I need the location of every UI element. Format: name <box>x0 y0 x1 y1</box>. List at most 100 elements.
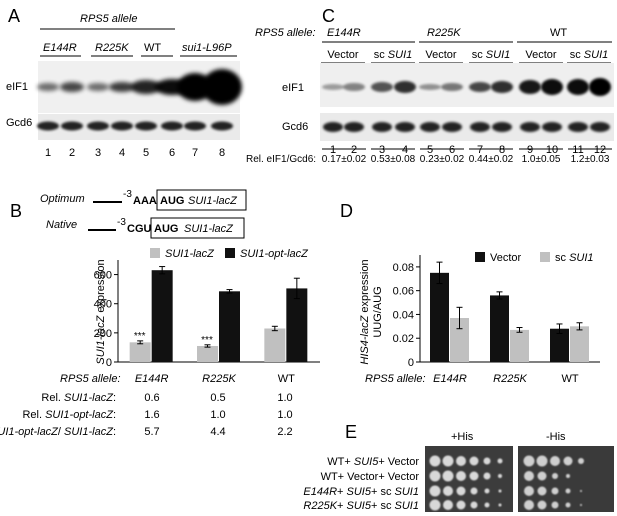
colony-spot <box>523 455 535 467</box>
blot-band <box>567 79 589 95</box>
y-tick-label: 0 <box>408 357 414 369</box>
colony-spot <box>456 486 466 496</box>
colony-spot <box>442 455 454 467</box>
construct-native-box <box>150 217 245 239</box>
panel-c-group-wt: WT <box>550 27 567 39</box>
strain-label: E144R+ SUI5+ sc SUI1 <box>303 486 419 498</box>
panel-c-blot-gcd6 <box>320 113 614 141</box>
panel-a-group-label: RPS5 allele <box>80 13 137 25</box>
bar-Vector <box>490 295 509 362</box>
strain-label: WT+ SUI5+ Vector <box>327 456 419 468</box>
blot-band <box>492 122 512 132</box>
panel-c-row-eif1: eIF1 <box>282 82 304 94</box>
table-cell: 1.6 <box>144 409 159 421</box>
condition-label: Vector <box>425 49 457 61</box>
panel-b-letter: B <box>10 201 22 221</box>
panel-e-col-minus-his: -His <box>546 431 566 443</box>
construct-native-superscript: -3 <box>117 217 126 228</box>
blot-band <box>87 121 109 131</box>
bar-SUI1-opt-lacZ <box>219 291 240 362</box>
blot-band <box>541 79 563 95</box>
colony-spot <box>484 502 490 508</box>
blot-band <box>60 82 84 92</box>
blot-band <box>469 82 491 92</box>
bar-SUI1-lacZ <box>129 342 151 362</box>
panel-e-letter: E <box>345 422 357 442</box>
table-cell: 2.2 <box>277 426 292 438</box>
blot-band <box>322 84 344 90</box>
colony-spot <box>565 488 571 494</box>
condition-label: sc SUI1 <box>570 49 609 61</box>
panel-a-bands <box>37 69 242 131</box>
blot-band <box>441 83 463 91</box>
blot-band <box>344 122 364 132</box>
bar-SUI1-lacZ <box>197 345 218 362</box>
y-tick-label: 0.08 <box>393 262 414 274</box>
table-cell: 4.4 <box>210 426 225 438</box>
colony-spot <box>456 471 466 481</box>
lane-number: 5 <box>143 147 149 159</box>
lane-number: 3 <box>379 144 385 156</box>
panel-c-bands <box>322 78 611 132</box>
blot-band <box>111 121 133 131</box>
lane-number: 6 <box>449 144 455 156</box>
table-cell: 0.5 <box>210 392 225 404</box>
colony-spot <box>551 501 559 509</box>
y-tick-label: 0.06 <box>393 286 414 298</box>
strain-label: WT+ Vector+ Vector <box>321 471 420 483</box>
blot-band <box>491 81 513 93</box>
lane-number: 2 <box>69 147 75 159</box>
category-label: R225K <box>493 373 527 385</box>
table-row-label: Rel. SUI1-lacZ: <box>41 392 116 404</box>
panel-c: C RPS5 allele: E144R R225K WT Vector sc S… <box>246 6 614 165</box>
bar-SUI1-opt-lacZ <box>151 270 173 362</box>
colony-spot <box>524 486 534 496</box>
y-tick-label: 400 <box>94 299 112 311</box>
panel-a-row-eif1: eIF1 <box>6 81 28 93</box>
blot-band <box>211 121 233 131</box>
table-cell: 1.0 <box>277 392 292 404</box>
blot-band <box>131 80 161 94</box>
colony-spot <box>563 456 573 466</box>
table-cell: 0.6 <box>144 392 159 404</box>
colony-spot <box>552 473 558 479</box>
blot-band <box>395 122 415 132</box>
construct-native-reporter: SUI1-lacZ <box>184 223 234 235</box>
ratio-value: 0.53±0.08 <box>371 154 416 165</box>
panel-a-allele-wt: WT <box>144 42 161 54</box>
blot-band <box>161 121 183 131</box>
blot-band <box>135 121 157 131</box>
colony-spot <box>429 470 441 482</box>
colony-spot <box>566 474 570 478</box>
panel-d-allele-label: RPS5 allele: <box>365 373 426 385</box>
blot-band <box>442 122 462 132</box>
legend-swatch <box>225 248 235 258</box>
y-axis-label: HIS4-lacZ expressionUUG/AUG <box>359 259 384 364</box>
panel-c-row-gcd6: Gcd6 <box>282 121 308 133</box>
blot-band <box>323 122 343 132</box>
panel-c-letter: C <box>322 6 335 26</box>
lane-number: 10 <box>546 144 558 156</box>
category-label: WT <box>561 373 578 385</box>
y-tick-label: 200 <box>94 328 112 340</box>
table-cell: 5.7 <box>144 426 159 438</box>
lane-number: 1 <box>330 144 336 156</box>
blot-band <box>37 121 59 131</box>
construct-optimum-reporter: SUI1-lacZ <box>188 195 238 207</box>
colony-spot <box>537 500 547 510</box>
construct-native-name: Native <box>46 219 77 231</box>
colony-spot <box>524 471 534 481</box>
blot-band <box>202 69 242 105</box>
construct-optimum-codon: AUG <box>160 195 184 207</box>
legend-label: SUI1-opt-lacZ <box>240 248 309 260</box>
blot-band <box>470 122 490 132</box>
colony-spot <box>429 485 441 497</box>
blot-band <box>394 81 416 93</box>
colony-spot <box>498 503 502 507</box>
blot-band <box>109 82 135 92</box>
chart-b: 0 200 400 600 E144R R225K WT SUI1-lacZ expressi… <box>94 248 320 385</box>
plate-plus-his <box>425 446 513 512</box>
colony-spot <box>429 499 441 511</box>
panel-a-mutant-label: sui1-L96P <box>182 42 232 54</box>
legend-label: SUI1-lacZ <box>165 248 215 260</box>
